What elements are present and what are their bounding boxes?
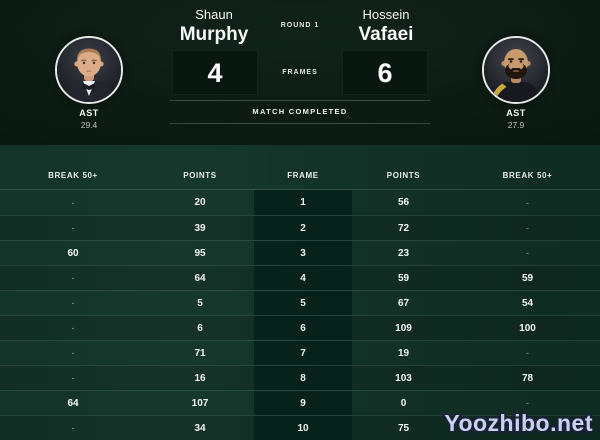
break-left: - (71, 348, 75, 358)
points-left: 107 (191, 397, 209, 409)
break-left: 60 (67, 247, 79, 259)
points-left: 71 (194, 347, 206, 359)
header-break-right: BREAK 50+ (502, 171, 553, 180)
points-left: 39 (194, 222, 206, 234)
points-right: 23 (397, 247, 410, 259)
points-left: 20 (194, 197, 206, 208)
frame-row-1: - 20 1 56 - (0, 190, 600, 215)
player-left-name: Shaun Murphy (170, 7, 258, 46)
break-right: 100 (519, 322, 536, 334)
ast-label: AST (79, 108, 99, 118)
table-header: BREAK 50+ POINTS FRAME POINTS BREAK 50+ (0, 145, 600, 190)
break-left: - (71, 273, 75, 283)
frame-number: 2 (254, 216, 352, 240)
header-points-left: POINTS (183, 171, 217, 180)
break-right: 78 (521, 372, 534, 384)
frame-row-9: 64 107 9 0 - (0, 390, 600, 415)
ast-value: 27.9 (507, 120, 525, 130)
frame-row-4: - 64 4 59 59 (0, 265, 600, 290)
break-right: - (526, 398, 529, 408)
break-right: 59 (521, 272, 534, 284)
frames-table: BREAK 50+ POINTS FRAME POINTS BREAK 50+ … (0, 145, 600, 440)
frame-row-8: - 16 8 103 78 (0, 365, 600, 390)
ast-label: AST (506, 108, 526, 118)
frame-row-7: - 71 7 19 - (0, 340, 600, 365)
score-left: 4 (172, 50, 258, 95)
frame-row-2: - 39 2 72 - (0, 215, 600, 240)
points-left: 5 (197, 297, 203, 309)
break-right: - (526, 348, 529, 358)
points-right: 59 (397, 272, 410, 284)
frame-row-3: 60 95 3 23 - (0, 240, 600, 265)
break-right: - (526, 248, 529, 258)
points-right: 19 (397, 347, 410, 359)
points-left: 6 (197, 322, 203, 334)
frame-number: 10 (254, 416, 352, 440)
frame-row-10: - 34 10 75 - (0, 415, 600, 440)
points-right: 56 (397, 197, 410, 208)
player-left-ast: AST 29.4 (39, 108, 139, 130)
watermark: Yoozhibo.net (444, 410, 593, 436)
break-right: - (526, 223, 529, 233)
frame-row-6: - 6 6 109 100 (0, 315, 600, 340)
points-left: 34 (194, 422, 206, 434)
break-right: - (526, 197, 529, 208)
header-break-left: BREAK 50+ (48, 171, 98, 180)
break-left: - (71, 197, 75, 208)
player-last-name: Vafaei (358, 24, 414, 45)
match-status: MATCH COMPLETED (252, 107, 348, 116)
break-left: - (71, 298, 75, 308)
player-right-ast: AST 27.9 (466, 108, 566, 130)
player-first-name: Hossein (362, 7, 410, 22)
break-right: - (526, 423, 529, 433)
player-first-name: Shaun (195, 7, 233, 22)
points-right: 103 (395, 372, 412, 384)
points-left: 95 (194, 247, 206, 259)
break-right: 54 (521, 297, 534, 309)
header-frame: FRAME (287, 171, 319, 180)
frame-number: 5 (254, 291, 352, 315)
table-body: -20 1 56- -39 2 72-60 95 3 23- -64 4 59 59-5 5 67 54-6 6… (0, 190, 600, 440)
points-left: 16 (194, 372, 206, 384)
score-right: 6 (342, 50, 428, 95)
frame-number: 3 (254, 241, 352, 265)
break-left: 64 (67, 397, 79, 409)
points-left: 64 (194, 272, 206, 284)
player-last-name: Murphy (179, 24, 249, 45)
player-left-portrait-icon (57, 38, 121, 102)
frame-number: 4 (254, 266, 352, 290)
break-left: - (71, 223, 75, 233)
player-right-name: Hossein Vafaei (342, 7, 430, 46)
break-left: - (71, 423, 75, 433)
header-points-right: POINTS (386, 171, 421, 180)
points-right: 109 (395, 322, 412, 334)
points-right: 75 (397, 422, 410, 434)
divider (170, 123, 430, 124)
break-left: - (71, 373, 75, 383)
frame-row-5: - 5 5 67 54 (0, 290, 600, 315)
frames-label: FRAMES (282, 69, 318, 76)
divider (170, 100, 430, 101)
break-left: - (71, 323, 75, 333)
ast-value: 29.4 (80, 120, 98, 130)
frame-number: 6 (254, 316, 352, 340)
frame-number: 9 (254, 391, 352, 415)
player-right-avatar (482, 36, 550, 104)
frame-number: 7 (254, 341, 352, 365)
frame-number: 1 (254, 190, 352, 215)
points-right: 67 (397, 297, 410, 309)
player-left-avatar (55, 36, 123, 104)
round-label: ROUND 1 (280, 22, 320, 29)
frame-number: 8 (254, 366, 352, 390)
scoreboard-header: AST 29.4 Shaun Murphy ROUND 1 Hossein Va… (0, 0, 600, 145)
scoreboard-center: Shaun Murphy ROUND 1 Hossein Vafaei 4 FR… (170, 0, 430, 145)
points-right: 72 (397, 222, 410, 234)
points-right: 0 (400, 397, 407, 409)
player-right-portrait-icon (484, 38, 548, 102)
